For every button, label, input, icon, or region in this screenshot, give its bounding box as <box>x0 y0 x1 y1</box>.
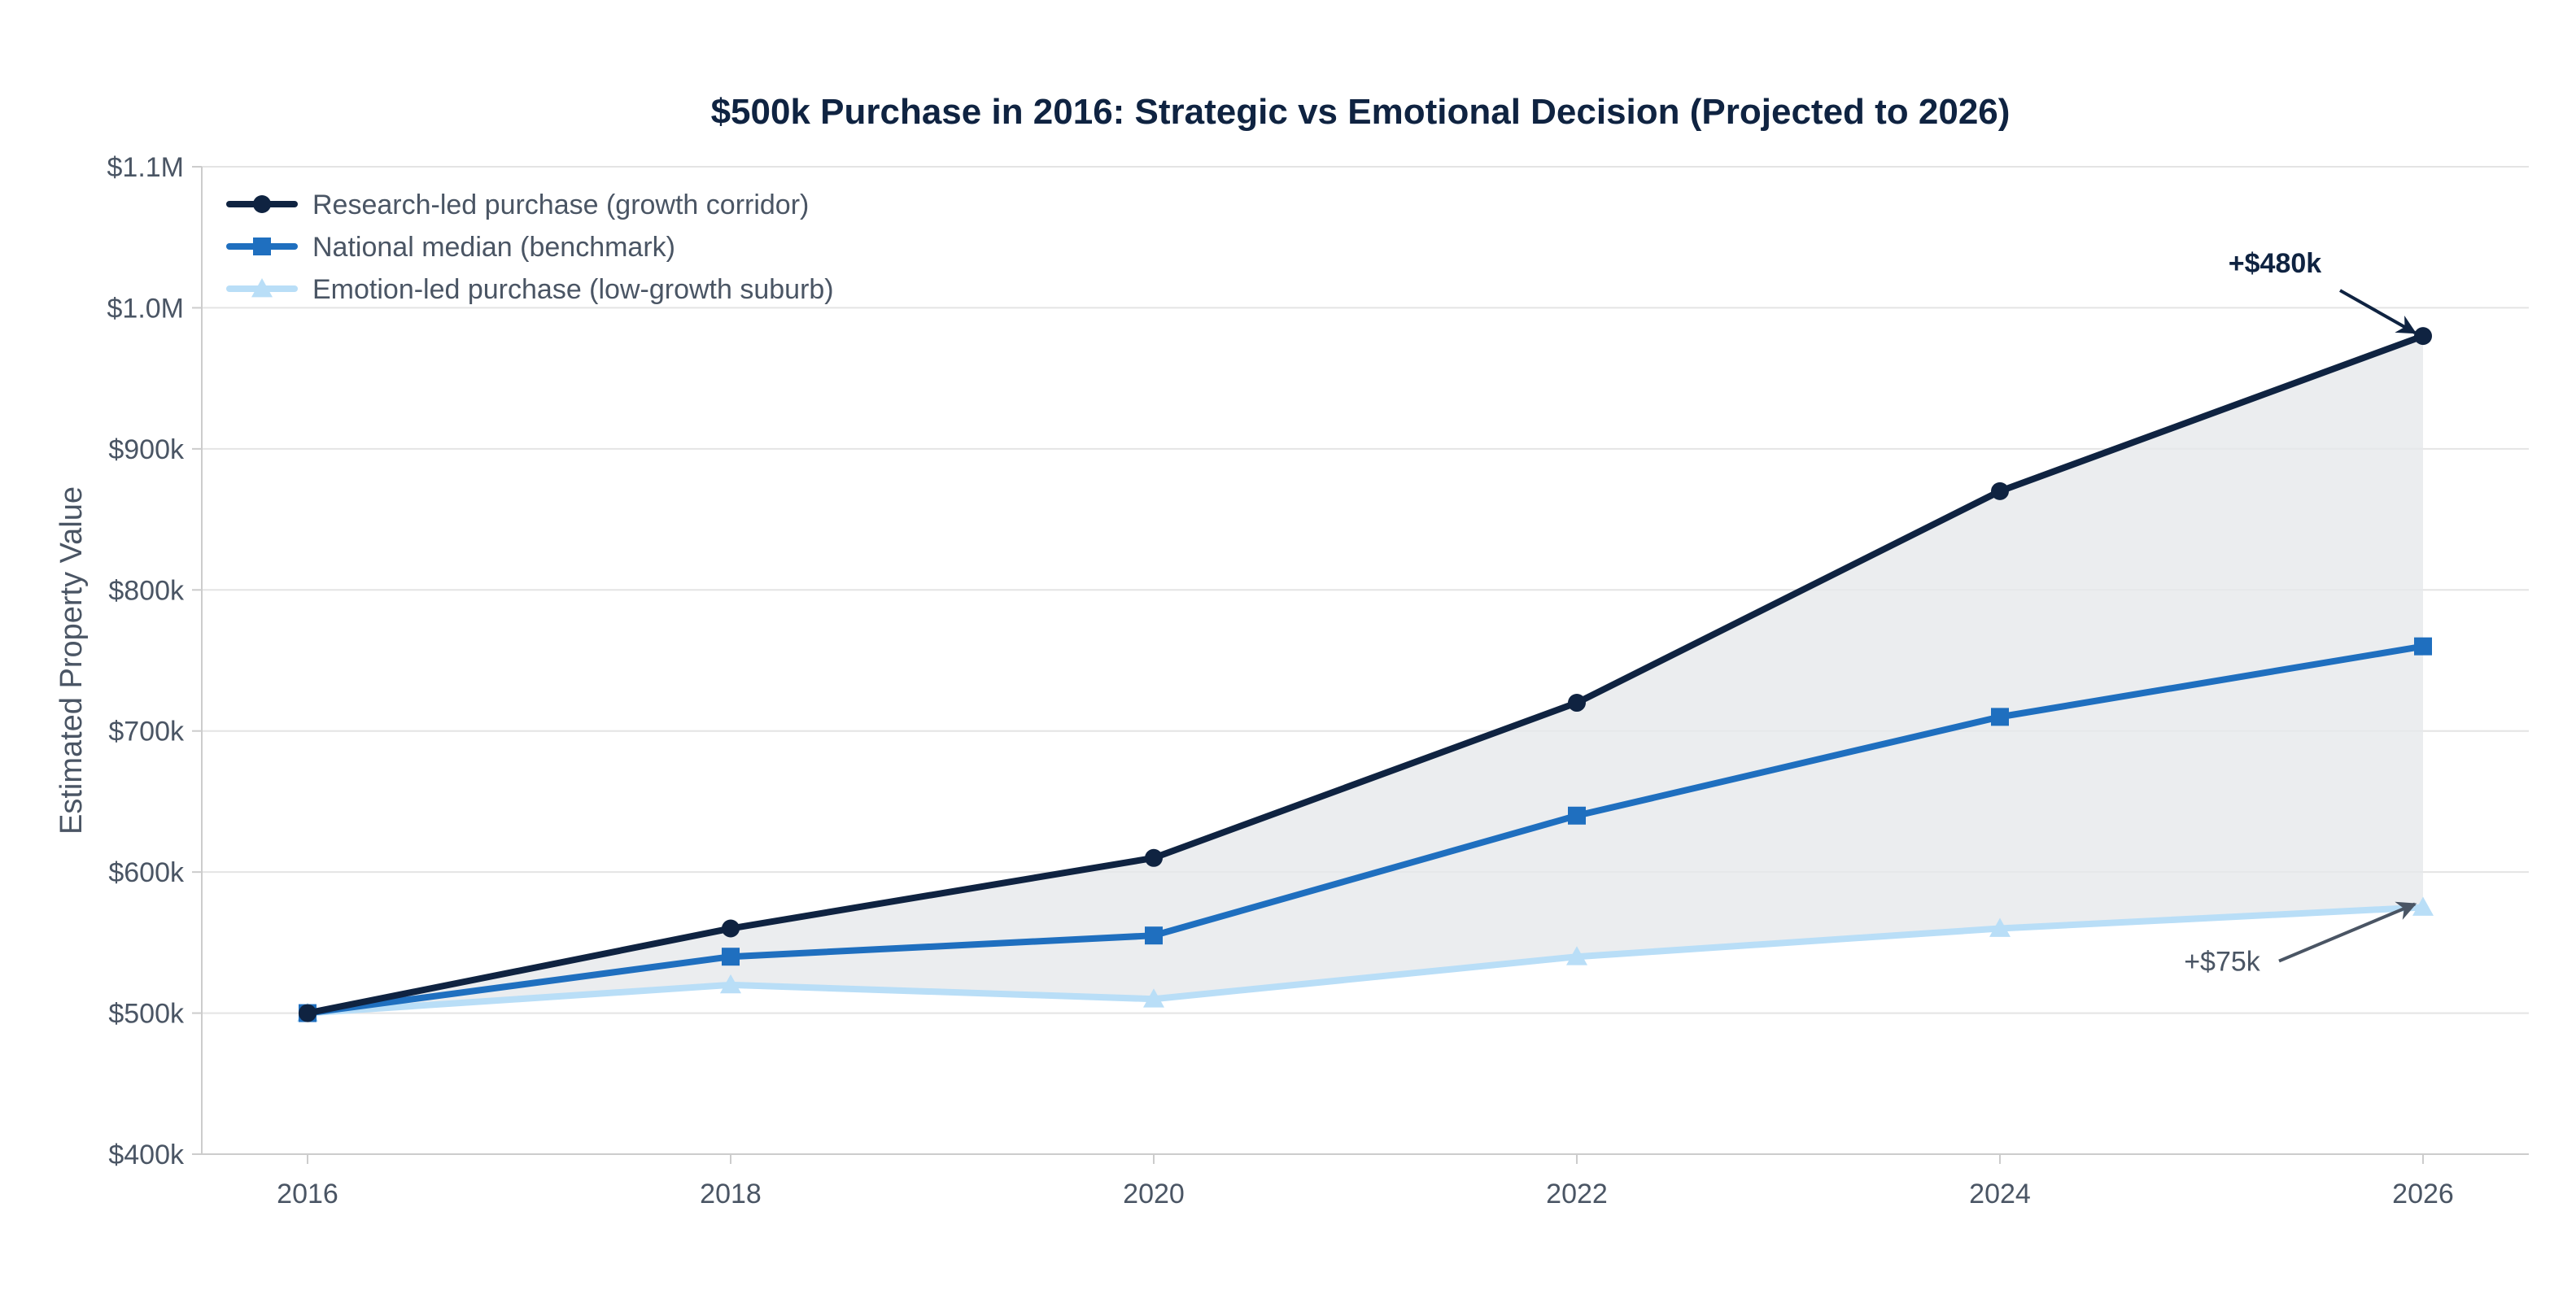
y-tick-label: $800k <box>108 575 185 606</box>
chart-title: $500k Purchase in 2016: Strategic vs Emo… <box>711 92 2011 132</box>
legend-item-national-median: National median (benchmark) <box>226 232 675 263</box>
data-point-emotion-led <box>2412 896 2434 916</box>
data-point-national-median <box>1568 806 1586 825</box>
data-point-national-median <box>2414 637 2432 656</box>
data-point-research-led <box>299 1004 317 1022</box>
annotation-arrow <box>2278 901 2417 963</box>
series-emotion-led <box>297 896 2434 1022</box>
annotation-arrow <box>2339 289 2417 334</box>
y-tick-label: $600k <box>108 857 185 888</box>
data-point-national-median <box>1145 926 1163 945</box>
annotation-label: +$480k <box>2229 248 2321 279</box>
legend-swatch-marker <box>253 195 271 213</box>
series-line-research-led <box>304 333 2426 1017</box>
series-research-led <box>299 327 2432 1022</box>
x-tick-label: 2016 <box>277 1179 338 1209</box>
series-group <box>297 327 2434 1022</box>
y-tick-label: $400k <box>108 1140 185 1170</box>
legend: Research-led purchase (growth corridor) N… <box>226 190 834 305</box>
y-tick-label: $500k <box>108 999 185 1030</box>
data-point-research-led <box>722 919 740 938</box>
data-point-emotion-led <box>1989 917 2011 937</box>
annotation-label: +$75k <box>2184 947 2261 978</box>
legend-swatch-marker <box>251 278 273 298</box>
x-tick-label: 2024 <box>1969 1179 2031 1209</box>
shaded-area <box>308 336 2423 1013</box>
series-line-emotion-led <box>304 904 2426 1017</box>
series-line-national-median <box>304 643 2426 1017</box>
legend-item-emotion-led: Emotion-led purchase (low-growth suburb) <box>226 274 834 305</box>
x-tick-label: 2026 <box>2392 1179 2454 1209</box>
shaded-difference-area <box>308 336 2423 1013</box>
x-tick-label: 2022 <box>1546 1179 1608 1209</box>
data-point-research-led <box>1145 848 1163 867</box>
y-tick-label: $700k <box>108 717 185 747</box>
data-point-research-led <box>1991 482 2009 500</box>
legend-swatch-marker <box>253 238 271 255</box>
axes: $400k $500k $600k $700k $800k $900k $1.0M $1.1M… <box>107 152 2529 1209</box>
annotations: +$480k +$75k <box>2184 248 2417 978</box>
data-point-research-led <box>1568 694 1586 713</box>
y-axis-label: Estimated Property Value <box>55 486 89 835</box>
data-point-national-median <box>1991 708 2009 726</box>
legend-label: National median (benchmark) <box>312 232 675 263</box>
y-tick-label: $1.0M <box>107 293 185 324</box>
x-tick-label: 2020 <box>1123 1179 1185 1209</box>
legend-item-research-led: Research-led purchase (growth corridor) <box>226 190 809 220</box>
data-point-national-median <box>722 948 740 966</box>
data-point-emotion-led <box>720 974 741 994</box>
legend-label: Research-led purchase (growth corridor) <box>312 190 809 220</box>
data-point-research-led <box>2414 327 2432 346</box>
x-tick-label: 2018 <box>700 1179 762 1209</box>
y-tick-label: $900k <box>108 434 185 465</box>
y-tick-label: $1.1M <box>107 152 185 183</box>
data-point-emotion-led <box>1566 946 1587 965</box>
data-point-emotion-led <box>1143 988 1164 1008</box>
legend-label: Emotion-led purchase (low-growth suburb) <box>312 274 834 305</box>
